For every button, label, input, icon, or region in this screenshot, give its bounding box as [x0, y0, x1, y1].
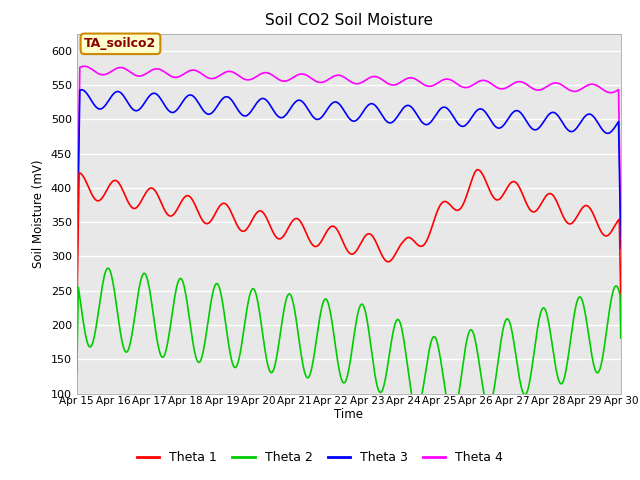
Text: TA_soilco2: TA_soilco2 — [84, 37, 157, 50]
Legend: Theta 1, Theta 2, Theta 3, Theta 4: Theta 1, Theta 2, Theta 3, Theta 4 — [132, 446, 508, 469]
X-axis label: Time: Time — [334, 408, 364, 421]
Title: Soil CO2 Soil Moisture: Soil CO2 Soil Moisture — [265, 13, 433, 28]
Y-axis label: Soil Moisture (mV): Soil Moisture (mV) — [32, 159, 45, 268]
